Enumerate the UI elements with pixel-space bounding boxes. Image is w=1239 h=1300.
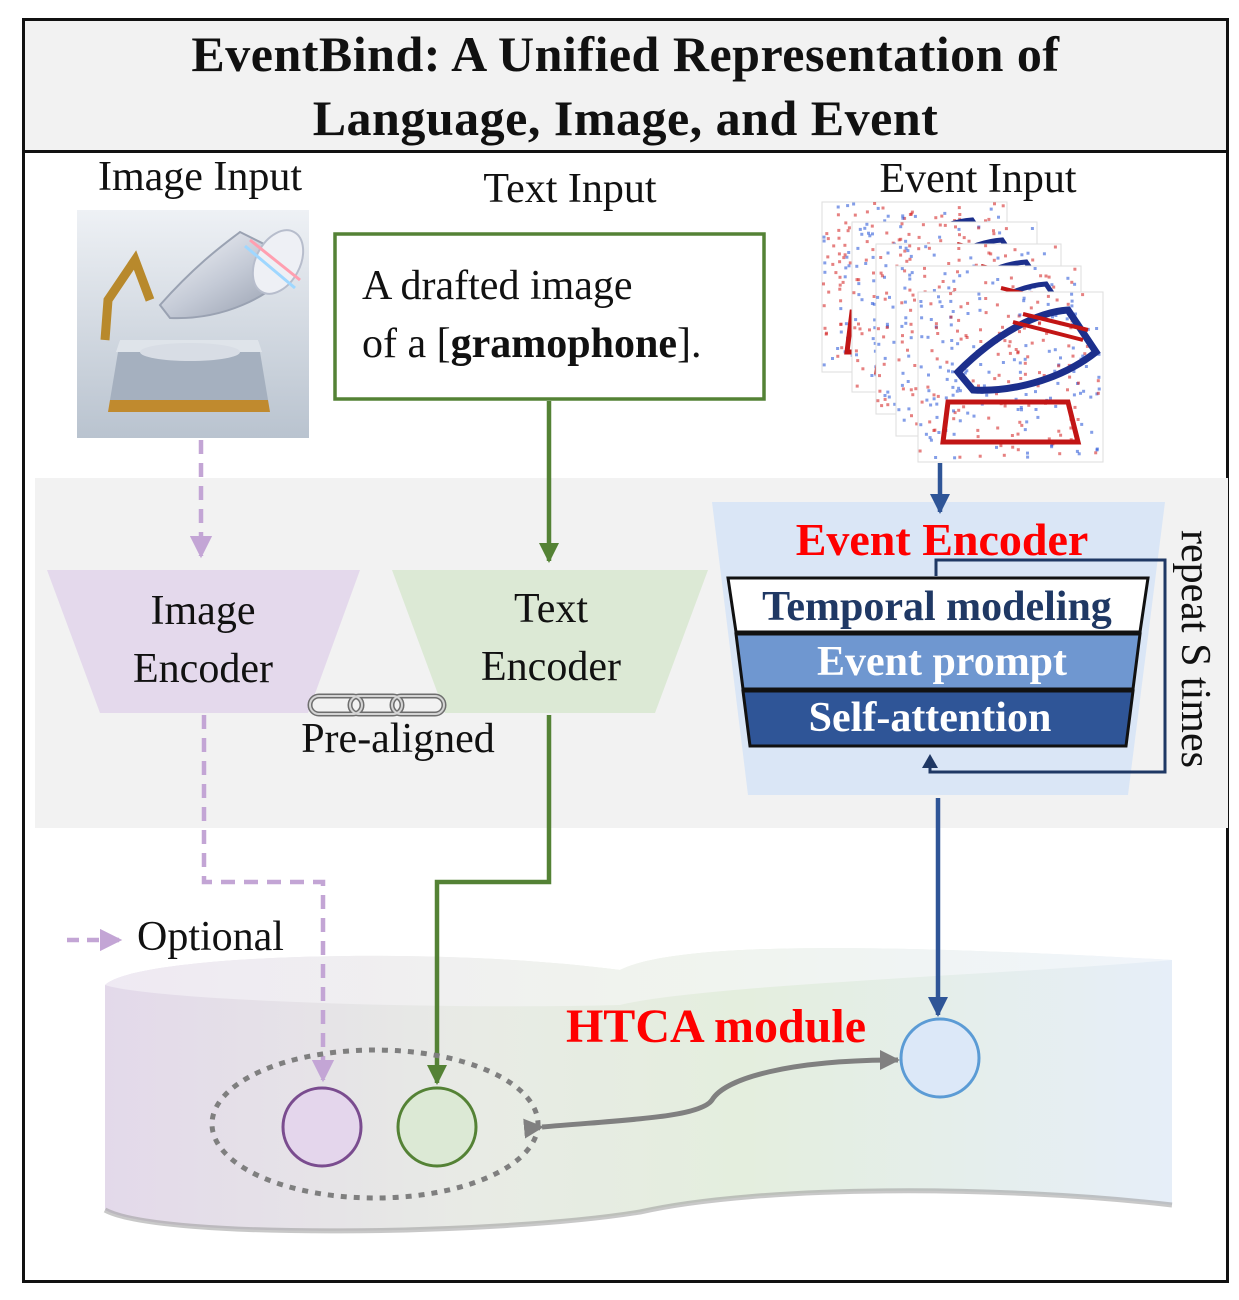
layer-temporal-modeling-label: Temporal modeling (762, 584, 1112, 630)
event-frames (821, 201, 1104, 463)
figure-title: EventBind: A Unified Representation of L… (22, 18, 1229, 153)
repeat-loop-arrow (928, 558, 1167, 774)
layer-event-prompt-label: Event prompt (817, 639, 1067, 685)
title-line-2: Language, Image, and Event (312, 89, 939, 146)
layer-temporal-modeling (726, 576, 1150, 634)
text-input-label: Text Input (483, 166, 657, 212)
layer-self-attention (741, 689, 1135, 748)
repeat-label: repeat S times (1172, 530, 1218, 768)
image-encoder-shape (47, 570, 360, 713)
text-encoder-label-2: Encoder (481, 644, 621, 690)
image-embedding-node (281, 1086, 363, 1168)
event-embedding-node (899, 1017, 981, 1099)
htca-alignment-arrow (523, 1050, 900, 1139)
event-input-label: Event Input (879, 156, 1076, 202)
layer-event-prompt (734, 632, 1142, 691)
htca-label: HTCA module (566, 1000, 866, 1053)
image-encoder-label-2: Encoder (133, 646, 273, 692)
text-encoder-to-htca-arrow (426, 715, 552, 1086)
gramophone-image (77, 210, 309, 438)
image-encoder-label-1: Image (151, 588, 256, 634)
event-frame (917, 291, 1104, 463)
text-prompt-line-1: A drafted image (362, 263, 633, 309)
text-embedding-node (396, 1086, 478, 1168)
text-prompt-line-2: of a [gramophone]. (362, 321, 701, 367)
layer-self-attention-label: Self-attention (809, 695, 1052, 741)
text-prompt-box (333, 232, 766, 401)
optional-legend-label: Optional (137, 914, 284, 960)
event-encoder-title: Event Encoder (796, 514, 1089, 565)
pre-aligned-label: Pre-aligned (301, 716, 495, 762)
image-input-label: Image Input (98, 154, 302, 200)
text-encoder-shape (392, 570, 708, 713)
title-line-1: EventBind: A Unified Representation of (191, 25, 1060, 82)
text-encoder-label-1: Text (514, 586, 588, 632)
